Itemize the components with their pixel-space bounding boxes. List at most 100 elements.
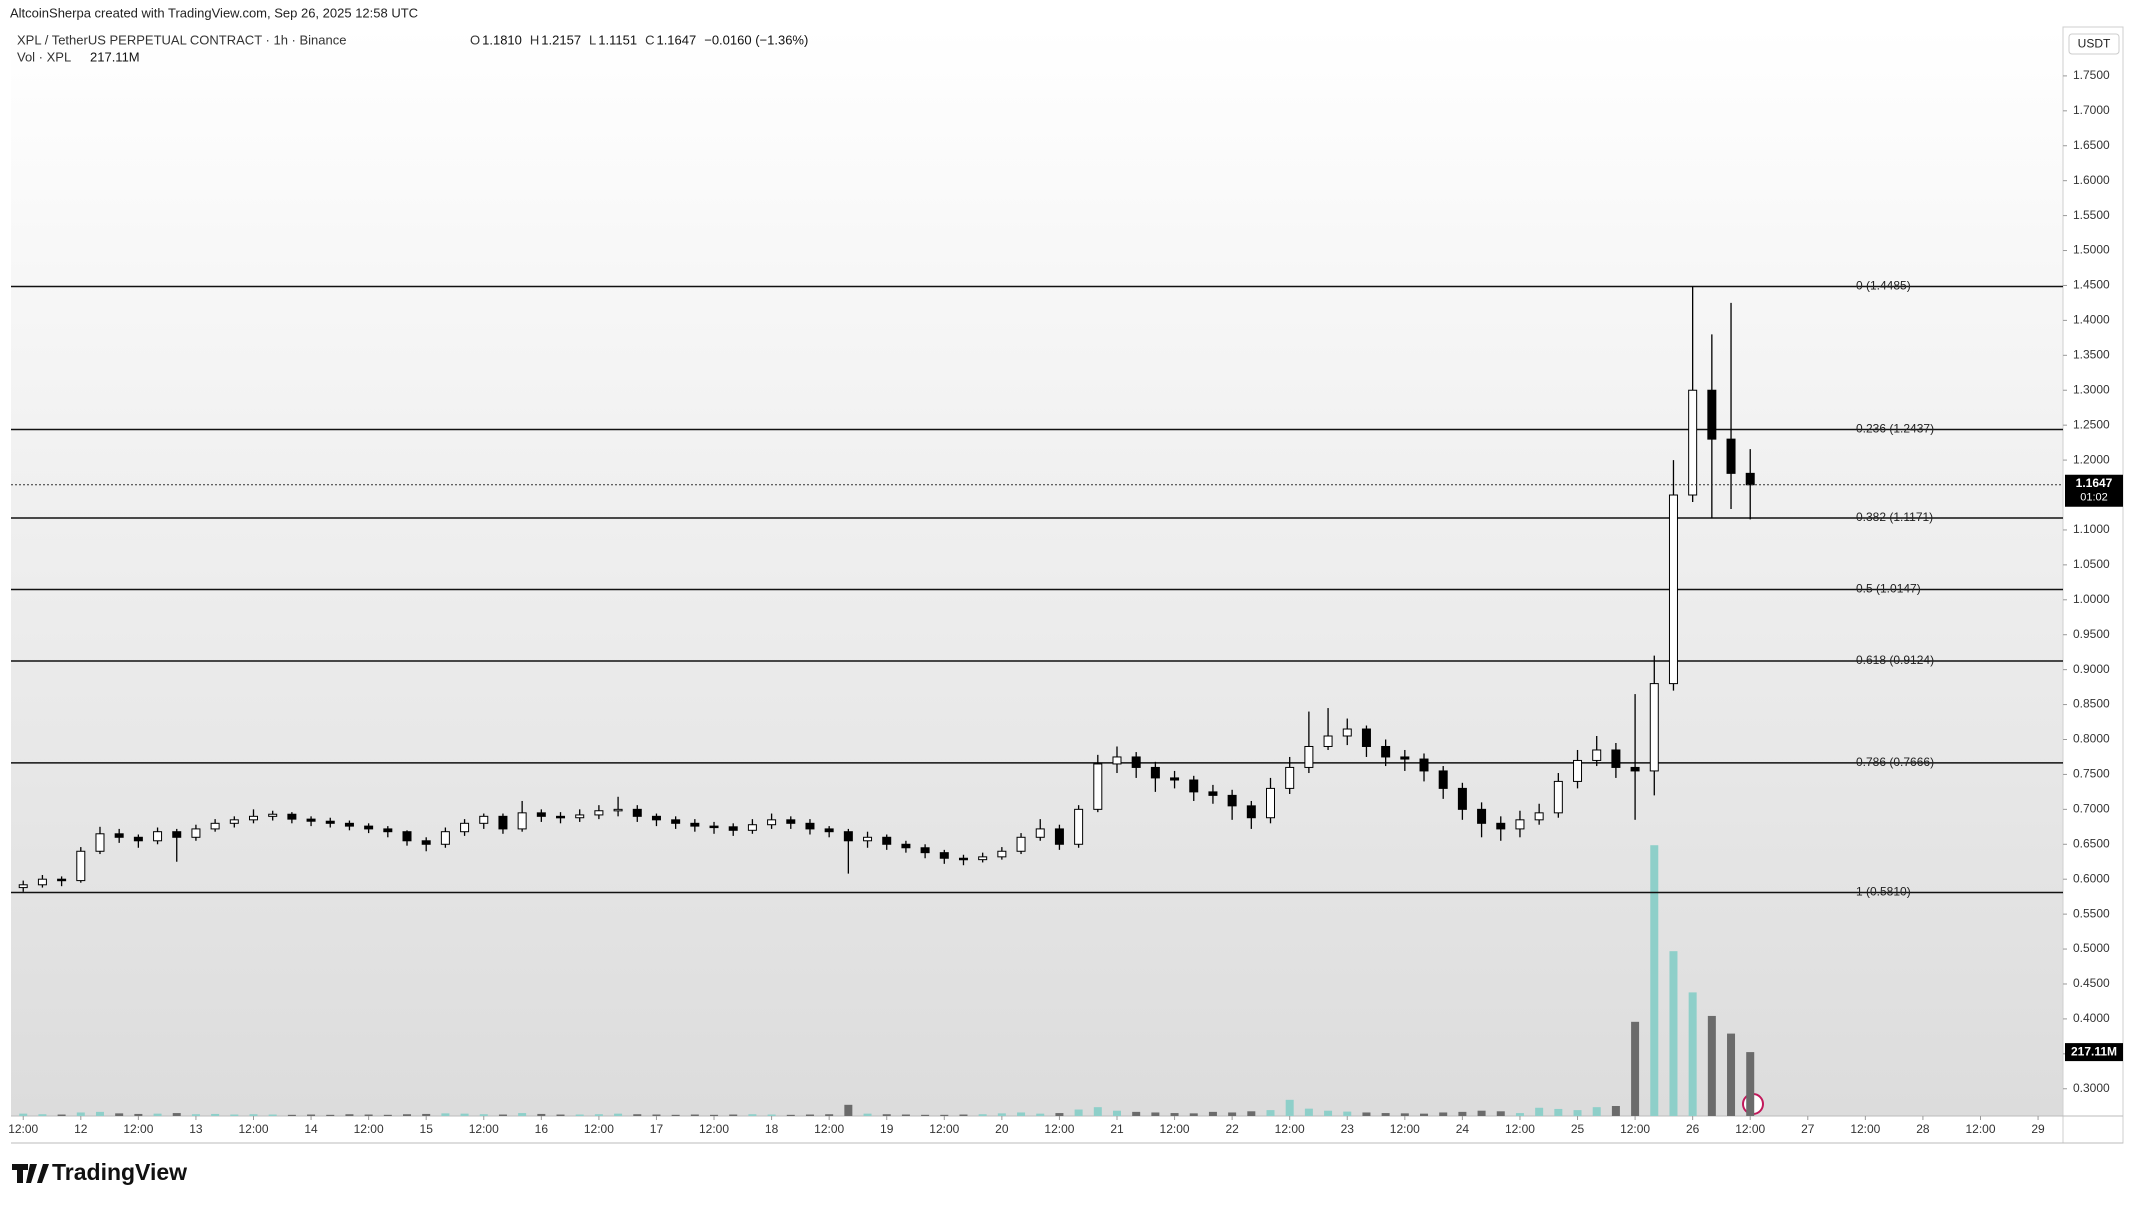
candle-body (556, 815, 566, 819)
candle-body (536, 812, 546, 817)
candle-body (1688, 389, 1698, 496)
y-tick-label: 1.4500 (2073, 278, 2110, 292)
volume-bar (307, 1114, 316, 1116)
candle-body (1419, 758, 1429, 772)
candle-body (133, 836, 143, 842)
volume-bar (537, 1113, 546, 1116)
volume-bar (1746, 1052, 1755, 1116)
x-tick-label: 20 (995, 1122, 1009, 1136)
candle-body (1381, 745, 1391, 758)
candle-body (1477, 808, 1487, 824)
volume-bar (383, 1114, 392, 1116)
y-tick-label: 0.7000 (2073, 802, 2110, 816)
candle-body (1649, 683, 1659, 772)
volume-bar (95, 1111, 104, 1116)
candle-body (805, 822, 815, 830)
volume-bar (1266, 1110, 1275, 1116)
volume-bar (1208, 1111, 1217, 1116)
candle-body (882, 836, 892, 845)
x-tick-label: 17 (650, 1122, 664, 1136)
volume-bar (153, 1113, 162, 1116)
x-tick-label: 12:00 (1850, 1122, 1880, 1136)
y-tick-label: 0.7500 (2073, 767, 2110, 781)
volume-bar (1381, 1113, 1390, 1116)
volume-bar (460, 1113, 469, 1116)
x-tick-label: 12:00 (1735, 1122, 1765, 1136)
candle-body (479, 815, 489, 824)
y-tick-label: 0.4000 (2073, 1011, 2110, 1025)
volume-bar (364, 1114, 373, 1116)
y-tick-label: 0.3000 (2073, 1081, 2110, 1095)
fib-label: 0.618 (0.9124) (1856, 653, 1934, 667)
x-tick-label: 25 (1571, 1122, 1585, 1136)
x-tick-label: 29 (2031, 1122, 2045, 1136)
candle-body (1457, 787, 1467, 810)
y-tick-label: 1.0000 (2073, 592, 2110, 606)
logo-mark (12, 1164, 49, 1183)
symbol[interactable]: XPL / TetherUS PERPETUAL CONTRACT · 1h ·… (17, 32, 346, 47)
x-tick-label: 12:00 (1505, 1122, 1535, 1136)
candle-body (210, 822, 220, 830)
x-tick-label: 12:00 (1275, 1122, 1305, 1136)
x-tick-label: 12:00 (1044, 1122, 1074, 1136)
volume-bar (997, 1113, 1006, 1116)
logo[interactable]: TradingView (12, 1159, 187, 1185)
x-tick-label: 12:00 (123, 1122, 153, 1136)
candle-body (1054, 828, 1064, 845)
y-tick-label: 1.4000 (2073, 313, 2110, 327)
candle-body (1726, 438, 1736, 474)
candle-body (460, 822, 470, 833)
currency-box[interactable] (2068, 33, 2120, 55)
x-tick-label: 14 (304, 1122, 318, 1136)
volume-bar (1017, 1112, 1026, 1116)
x-tick-label: 12:00 (8, 1122, 38, 1136)
x-tick-label: 12:00 (469, 1122, 499, 1136)
y-tick-label: 0.5500 (2073, 906, 2110, 920)
volume-bar (1074, 1109, 1083, 1116)
candle-body (863, 836, 873, 842)
price-axis (2062, 26, 2124, 1144)
volume-bar (1228, 1112, 1237, 1116)
volume-bar (19, 1113, 28, 1116)
volume-bar (748, 1114, 757, 1116)
y-tick-label: 0.8500 (2073, 697, 2110, 711)
candle-body (1553, 780, 1563, 814)
y-tick-label: 1.3500 (2073, 347, 2110, 361)
y-tick-label: 1.7500 (2073, 68, 2110, 82)
volume-bar (403, 1114, 412, 1116)
volume-bar (805, 1114, 814, 1116)
volume-value: 217.11M (90, 49, 140, 64)
y-tick-label: 1.5500 (2073, 208, 2110, 222)
x-tick-label: 16 (535, 1122, 549, 1136)
candle-body (1342, 728, 1352, 737)
volume-bar (671, 1114, 680, 1116)
candle-body (1208, 791, 1218, 796)
change: −0.0160 (−1.36%) (704, 32, 808, 47)
volume-bar (249, 1114, 258, 1116)
candle-body (1285, 766, 1295, 789)
candle-body (172, 831, 182, 838)
y-tick-label: 0.9000 (2073, 662, 2110, 676)
volume-bar (1055, 1113, 1064, 1116)
volume-bar (326, 1114, 335, 1116)
volume-bar (594, 1114, 603, 1116)
candle-body (767, 819, 777, 826)
candle-body (728, 826, 738, 831)
x-tick-label: 12:00 (1965, 1122, 1995, 1136)
last-price: 1.1647 (2076, 476, 2113, 490)
fib-label: 0.236 (1.2437) (1856, 422, 1934, 436)
volume-bar (38, 1114, 47, 1116)
last-volume: 217.11M (2071, 1044, 2117, 1058)
candle-body (306, 818, 316, 822)
candle-body (1745, 472, 1755, 486)
volume-bar (652, 1114, 661, 1116)
candle-body (248, 815, 258, 821)
volume-bar (441, 1113, 450, 1116)
candle-body (575, 814, 585, 819)
candle-body (1668, 494, 1678, 685)
volume-bar (134, 1113, 143, 1116)
candle-body (287, 813, 297, 820)
volume-bar (978, 1114, 987, 1116)
volume-bar (710, 1114, 719, 1116)
candle-body (1112, 756, 1122, 765)
